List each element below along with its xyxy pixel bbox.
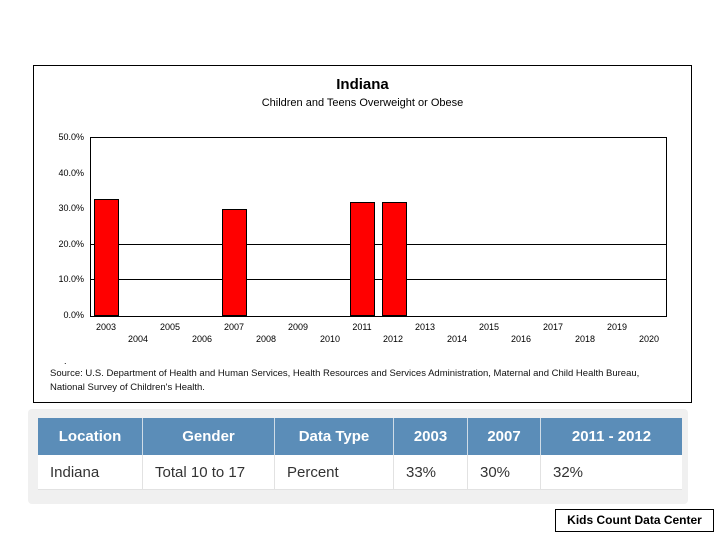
x-tick-2006: 2006 <box>191 334 213 344</box>
bar-2011 <box>350 202 375 316</box>
x-tick-2014: 2014 <box>446 334 468 344</box>
x-tick-2017: 2017 <box>542 322 564 332</box>
x-tick-2018: 2018 <box>574 334 596 344</box>
table-header-gender: Gender <box>143 418 275 455</box>
table-cell-location: Indiana <box>38 455 143 490</box>
table-header-location: Location <box>38 418 143 455</box>
y-tick-0: 0.0% <box>63 310 84 320</box>
x-tick-2019: 2019 <box>606 322 628 332</box>
gridline-10-percent <box>91 279 666 281</box>
bar-2003 <box>94 199 119 316</box>
x-tick-2012: 2012 <box>382 334 404 344</box>
y-tick-20: 20.0% <box>58 239 84 249</box>
bar-2007 <box>222 209 247 316</box>
y-tick-40: 40.0% <box>58 168 84 178</box>
source-line-2: National Survey of Children's Health. <box>50 381 205 393</box>
table-header-row: Location Gender Data Type 2003 2007 2011… <box>38 418 682 455</box>
chart-source-note: Source: U.S. Department of Health and Hu… <box>50 367 680 394</box>
x-tick-2003: 2003 <box>95 322 117 332</box>
table-header-2007: 2007 <box>468 418 541 455</box>
chart-subtitle: Children and Teens Overweight or Obese <box>261 97 464 109</box>
gridline-20-percent <box>91 243 666 245</box>
x-tick-2008: 2008 <box>255 334 277 344</box>
x-tick-2015: 2015 <box>478 322 500 332</box>
table-header-2011-2012: 2011 - 2012 <box>541 418 682 455</box>
x-tick-2013: 2013 <box>414 322 436 332</box>
source-line-1: Source: U.S. Department of Health and Hu… <box>50 368 640 379</box>
table-row: Indiana Total 10 to 17 Percent 33% 30% 3… <box>38 455 682 490</box>
data-table-container: Location Gender Data Type 2003 2007 2011… <box>28 409 688 504</box>
x-tick-2007: 2007 <box>223 322 245 332</box>
x-tick-2010: 2010 <box>319 334 341 344</box>
table-header-2003: 2003 <box>394 418 468 455</box>
x-tick-2009: 2009 <box>287 322 309 332</box>
table-cell-2011-2012: 32% <box>541 455 682 490</box>
y-tick-50: 50.0% <box>58 132 84 142</box>
table-header-data-type: Data Type <box>275 418 394 455</box>
x-tick-2004: 2004 <box>127 334 149 344</box>
x-tick-2005: 2005 <box>159 322 181 332</box>
chart-panel: Indiana Children and Teens Overweight or… <box>33 65 692 403</box>
table-cell-2007: 30% <box>468 455 541 490</box>
x-tick-2016: 2016 <box>510 334 532 344</box>
table-cell-data-type: Percent <box>275 455 394 490</box>
x-tick-2011: 2011 <box>352 322 372 332</box>
footnote-dot: . <box>64 356 67 366</box>
chart-title: Indiana <box>336 76 389 93</box>
y-tick-30: 30.0% <box>58 203 84 213</box>
data-table: Location Gender Data Type 2003 2007 2011… <box>38 418 682 490</box>
plot-area <box>90 137 667 317</box>
bar-2012 <box>382 202 407 316</box>
x-tick-2020: 2020 <box>638 334 660 344</box>
y-tick-10: 10.0% <box>58 274 84 284</box>
table-cell-2003: 33% <box>394 455 468 490</box>
kids-count-data-center-badge[interactable]: Kids Count Data Center <box>555 509 714 532</box>
table-cell-gender: Total 10 to 17 <box>143 455 275 490</box>
